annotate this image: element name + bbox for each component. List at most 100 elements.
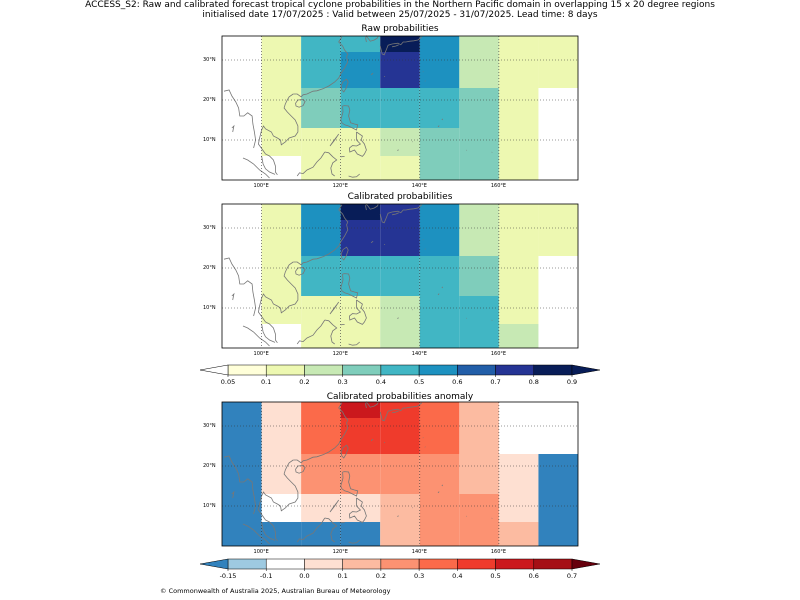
map-cell (419, 88, 460, 128)
lon-tick-label: 120°E (332, 351, 348, 357)
lon-tick-label: 100°E (253, 549, 269, 555)
colorbar-segment (304, 364, 343, 376)
colorbar-tick-label: 0.0 (299, 572, 310, 580)
map-frame (221, 203, 579, 349)
map-cell (340, 324, 381, 348)
colorbar-segment (265, 558, 305, 570)
map-cell (261, 88, 302, 128)
lon-tick-label: 140°E (411, 183, 427, 189)
colorbar-tick-label: 0.5 (490, 572, 501, 580)
lat-tick-label: 20°N (203, 97, 216, 103)
coastline (242, 325, 270, 347)
map-cell (498, 220, 539, 256)
figure-title-line1: ACCESS_S2: Raw and calibrated forecast t… (85, 0, 715, 10)
map-cell (222, 402, 262, 418)
map-cell (498, 256, 539, 296)
map-cell (498, 88, 539, 128)
coastline (437, 491, 440, 494)
colorbar-tick-label: 0.7 (566, 572, 578, 580)
colorbar-segment (418, 558, 458, 570)
coastline (293, 204, 349, 266)
map-cell (301, 220, 341, 256)
lon-tick-label: 160°E (490, 351, 507, 357)
map-cell (340, 522, 381, 546)
coastline (340, 78, 349, 93)
coastline (365, 401, 379, 409)
map-cell (459, 88, 499, 128)
copyright-footer: © Commonwealth of Australia 2025, Austra… (160, 587, 391, 595)
map-cell (498, 418, 539, 454)
map-cell (459, 128, 499, 156)
map-cell (380, 296, 420, 324)
map-cell (538, 52, 578, 88)
coastline (379, 36, 423, 56)
map-cell (261, 52, 302, 88)
coastline (397, 317, 399, 320)
figure-title-line2: initialised date 17/07/2025 : Valid betw… (202, 10, 598, 20)
coastline (329, 301, 340, 315)
map-cell (340, 128, 381, 156)
map-cell (419, 52, 460, 88)
map-cell (301, 256, 341, 296)
colorbar-under-arrow (199, 364, 229, 376)
colorbar-over-arrow (571, 558, 601, 570)
map-cell (261, 128, 302, 156)
map-frame (221, 35, 579, 181)
map-cell (301, 494, 341, 522)
map-cell (419, 296, 460, 324)
map-cell (301, 454, 341, 494)
colorbar-tick-label: 0.3 (413, 572, 425, 580)
colorbar-segment (533, 558, 573, 570)
lon-tick-label: 100°E (253, 351, 269, 357)
map-cell (459, 204, 499, 220)
map-cell (222, 454, 262, 494)
coastline (293, 36, 349, 98)
lat-tick-label: 20°N (203, 463, 216, 469)
map-cell (380, 418, 420, 454)
coastline (257, 261, 299, 344)
map-cell (498, 36, 539, 52)
map-cell (419, 522, 460, 546)
colorbar-tick-label: 0.6 (528, 572, 539, 580)
coastline (242, 157, 270, 179)
coastline (296, 517, 326, 543)
map-cell (498, 324, 539, 348)
coastline (441, 484, 444, 487)
colorbar-over-arrow (571, 364, 601, 376)
coastline (293, 402, 349, 464)
map-cell (261, 296, 302, 324)
map-cell (459, 36, 499, 52)
map-cell (380, 52, 420, 88)
coastline (296, 319, 326, 345)
map-cell (301, 522, 341, 546)
coastline (257, 459, 299, 542)
map-cell (261, 36, 302, 52)
map-cell (459, 52, 499, 88)
coastline (370, 438, 374, 442)
coastline (329, 133, 340, 147)
lon-tick-label: 140°E (411, 549, 427, 555)
map-cell (380, 324, 420, 348)
coastline (441, 286, 444, 289)
map-cell (419, 324, 460, 348)
map-cell (380, 220, 420, 256)
map-cell (419, 128, 460, 156)
coastline (437, 293, 440, 296)
coastline (370, 240, 374, 244)
coastline (392, 410, 399, 414)
map-cell (301, 296, 341, 324)
coastline (340, 105, 359, 131)
colorbar-segment (457, 364, 496, 376)
coastline (257, 93, 299, 176)
coastline (392, 44, 399, 48)
colorbar-tick-label: 0.3 (337, 378, 348, 386)
map-cell (261, 220, 302, 256)
colorbar-under-arrow (199, 558, 229, 570)
map-cell (380, 522, 420, 546)
coastline (261, 521, 276, 541)
lat-tick-label: 20°N (203, 265, 216, 271)
map-cell (340, 296, 381, 324)
map-cell (419, 494, 460, 522)
colorbar-probability (199, 364, 601, 377)
map-cell (459, 454, 499, 494)
